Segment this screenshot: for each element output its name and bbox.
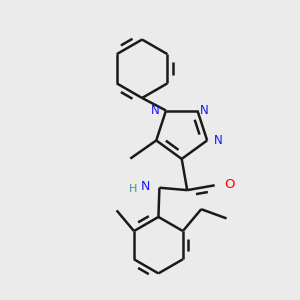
Text: N: N <box>141 180 151 193</box>
Text: O: O <box>225 178 235 191</box>
Text: N: N <box>214 134 223 147</box>
Text: N: N <box>200 103 208 116</box>
Text: H: H <box>129 184 138 194</box>
Text: N: N <box>151 103 160 116</box>
